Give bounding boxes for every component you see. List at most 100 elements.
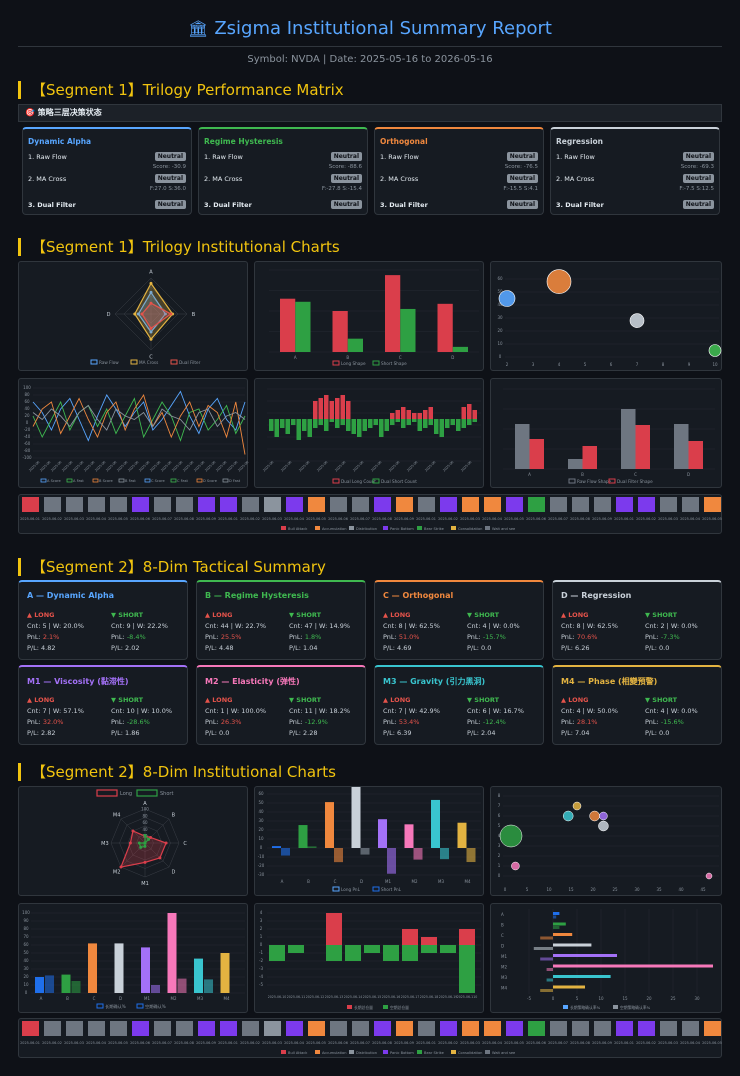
date-label: 2025-06-07 <box>152 517 172 521</box>
bar-mark <box>272 846 281 848</box>
bar-mark <box>340 419 345 425</box>
section-heading: 【Segment 2】8-Dim Tactical Summary <box>18 558 326 576</box>
regime-cell <box>242 1021 259 1036</box>
bar-mark <box>387 848 396 874</box>
bar-mark <box>417 419 422 431</box>
bar-mark <box>141 947 150 993</box>
regime-cell <box>132 497 149 512</box>
bar-mark <box>459 945 475 993</box>
long-column: ▲ LONG Cnt: 8 | W: 62.5% PnL: 70.6% P/L:… <box>561 611 618 652</box>
regime-cell <box>176 497 193 512</box>
legend-label: 空期确认% <box>145 1003 166 1010</box>
date-label: 2025-06-04 <box>86 517 106 521</box>
x-tick-label: 2025-06 <box>280 460 292 472</box>
bar-mark <box>400 308 416 352</box>
axis-label: M2 <box>113 869 121 875</box>
bar-mark <box>288 945 304 953</box>
status-badge: Neutral <box>682 200 714 209</box>
regime-cell <box>440 497 457 512</box>
card-title: Orthogonal <box>380 137 428 146</box>
bar-mark <box>324 395 329 419</box>
regime-cell <box>616 497 633 512</box>
y-tick-label: 7 <box>498 803 501 808</box>
radar-point <box>147 837 151 841</box>
date-label: 2025-06-05 <box>306 1041 326 1045</box>
short-column: ▼ SHORT Cnt: 47 | W: 14.9% PnL: 1.8% P/L… <box>289 611 351 652</box>
y-tick-label: 20 <box>258 827 264 832</box>
bar-mark <box>546 968 553 971</box>
status-badge: Neutral <box>154 174 186 183</box>
short-column: ▼ SHORT Cnt: 11 | W: 18.2% PnL: -12.9% P… <box>289 696 351 737</box>
y-tick-label: 60 <box>258 791 264 796</box>
radar-point <box>137 841 141 845</box>
bar-mark <box>431 799 440 848</box>
y-tick-label: 10 <box>497 341 503 346</box>
category-label: B <box>307 879 310 884</box>
bar-mark <box>295 301 311 352</box>
bar-mark <box>326 945 342 961</box>
x-tick-label: 2025-06 <box>442 460 454 472</box>
bar-mark <box>334 848 343 863</box>
x-tick-label: 25 <box>670 996 676 1001</box>
raw-flow-row: 1. Raw Flow Neutral <box>28 152 186 161</box>
regime-cell <box>44 497 61 512</box>
date-label: 2025-06-06 <box>526 1041 546 1045</box>
bar-mark <box>307 846 317 848</box>
legend-swatch <box>383 1050 388 1054</box>
bar-mark <box>635 425 650 469</box>
bar-mark <box>402 945 418 961</box>
bar-mark <box>406 419 411 425</box>
status-badge: Neutral <box>330 152 362 161</box>
date-label: 2025-06-05 <box>504 1041 524 1045</box>
legend-swatch <box>196 478 203 483</box>
bar-mark <box>285 419 290 434</box>
regime-cell <box>198 1021 215 1036</box>
radar-point <box>133 312 137 316</box>
y-tick-label: 6 <box>498 813 501 818</box>
radar-point <box>149 326 153 330</box>
card-title: B — Regime Hysteresis <box>205 591 309 600</box>
date-label: 2025-06-01 <box>416 1041 436 1045</box>
diverging-bar-chart: 4 3 2 1 0 -1 -2 -3 -4 -5 2025-06-10 2025-06-11 2025-… <box>254 903 484 1013</box>
y-tick-label: 2 <box>498 853 501 858</box>
legend-label: Bear Strike <box>424 527 445 531</box>
bar-mark <box>540 989 553 992</box>
bar-mark <box>296 419 301 440</box>
short-column: ▼ SHORT Cnt: 4 | W: 0.0% PnL: -15.6% P/L… <box>645 696 698 737</box>
radar-point <box>139 845 143 849</box>
regime-cell <box>110 1021 127 1036</box>
short-column: ▼ SHORT Cnt: 4 | W: 0.0% PnL: -15.7% P/L… <box>467 611 520 652</box>
category-label: A <box>528 472 531 477</box>
date-label: 2025-06-03 <box>460 517 480 521</box>
regime-cell <box>330 1021 347 1036</box>
date-label: 2025-06-03 <box>658 1041 678 1045</box>
y-tick-label: 0 <box>25 990 28 995</box>
category-label: M3 <box>501 975 507 980</box>
y-tick-label: 90 <box>23 918 29 923</box>
bar-mark <box>114 943 124 993</box>
bar-mark <box>450 419 455 425</box>
radar-point <box>149 337 153 341</box>
date-label: 2025-06-01 <box>218 1041 238 1045</box>
line-chart: 100 80 60 40 20 0 -20 -40 -60 -80 -100 2025-06 2025-… <box>18 378 249 488</box>
bar-mark <box>280 419 285 428</box>
category-label: M4 <box>465 879 471 884</box>
y-tick-label: 50 <box>258 800 264 805</box>
ma-cross-row: 2. MA Cross Neutral <box>556 174 714 183</box>
legend-label: Short PnL <box>381 887 402 892</box>
x-tick-label: 5 <box>526 887 529 892</box>
bar-mark <box>45 975 54 993</box>
status-badge: Neutral <box>506 152 538 161</box>
x-tick-label: 2025-06 <box>298 460 310 472</box>
legend-label: Wait and see <box>492 527 516 531</box>
legend-swatch <box>417 526 422 530</box>
category-label: M3 <box>438 879 444 884</box>
bar-mark <box>428 419 433 425</box>
x-tick-label: 0 <box>552 996 555 1001</box>
long-column: ▲ LONG Cnt: 4 | W: 50.0% PnL: 28.1% P/L:… <box>561 696 618 737</box>
line-series <box>32 393 246 455</box>
y-tick-label: 5 <box>498 823 501 828</box>
bubble-chart: 8 7 6 5 4 3 2 1 0 0 5 10 15 20 25 30 35 40 45 <box>490 786 722 896</box>
bubble-chart: 0 10 20 30 40 50 60 2 3 4 5 6 7 8 9 10 <box>490 261 722 371</box>
regime-cell <box>704 1021 721 1036</box>
